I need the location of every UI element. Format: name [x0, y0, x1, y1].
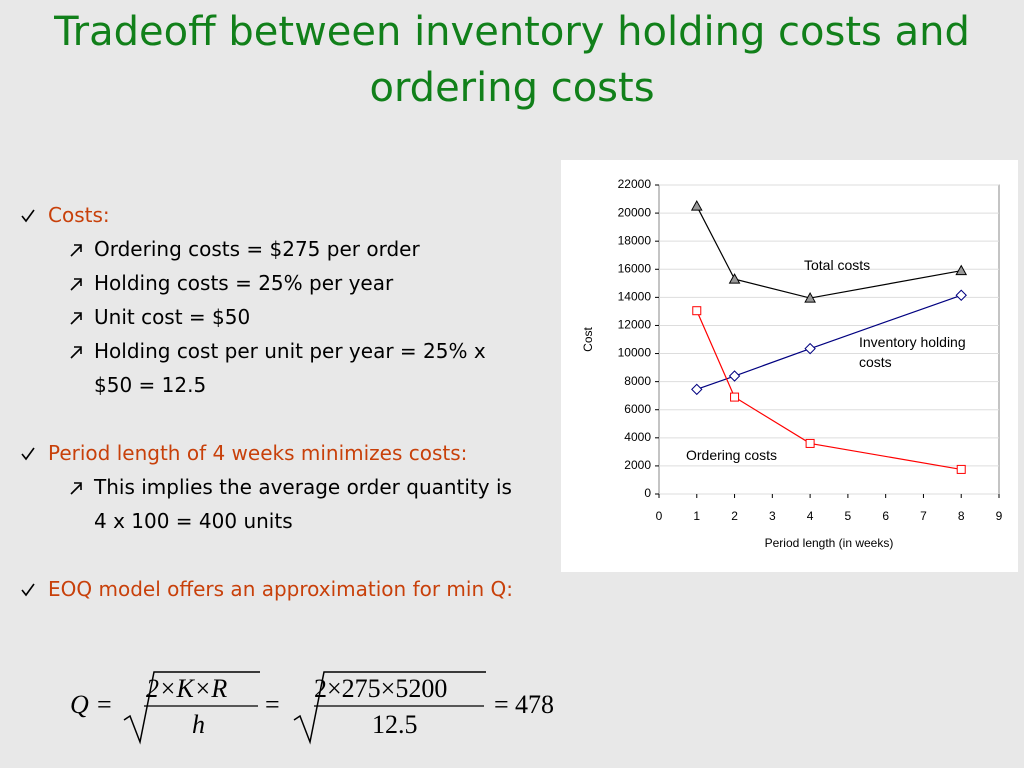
y-tick-label: 10000	[618, 346, 652, 360]
x-tick-label: 6	[882, 509, 889, 523]
data-point	[804, 292, 816, 303]
sub-bullet: Ordering costs = $275 per order	[48, 232, 514, 266]
x-tick-label: 1	[693, 509, 700, 523]
y-tick-label: 18000	[618, 233, 652, 247]
bullet: Period length of 4 weeks minimizes costs…	[18, 436, 558, 538]
data-point	[804, 342, 816, 355]
formula-numerator: 2×K×R	[146, 674, 228, 703]
sub-bullet-text: Holding costs = 25% per year	[94, 271, 394, 295]
check-icon	[21, 447, 35, 461]
bullet-text: EOQ model offers an approximation for mi…	[48, 577, 513, 601]
bullet: EOQ model offers an approximation for mi…	[18, 572, 558, 606]
y-tick-label: 6000	[624, 402, 651, 416]
x-tick-label: 3	[769, 509, 776, 523]
data-point	[956, 464, 966, 474]
check-shape	[21, 583, 35, 597]
bullet-list: Costs: Ordering costs = $275 per order Hol…	[18, 198, 558, 610]
y-tick-label: 4000	[624, 430, 651, 444]
y-tick-label: 22000	[618, 177, 652, 191]
y-tick-label: 8000	[624, 374, 651, 388]
sub-bullet-text: Holding cost per unit per year = 25% x $…	[94, 339, 486, 397]
sub-bullet: Holding cost per unit per year = 25% x $…	[48, 334, 514, 402]
arrow-icon	[70, 482, 82, 495]
series-label: Inventory holding costs	[859, 334, 966, 370]
check-icon	[21, 583, 35, 597]
data-point	[728, 370, 741, 382]
sub-bullet-text: Ordering costs = $275 per order	[94, 237, 420, 261]
formula-lhs: Q	[70, 690, 89, 719]
series-label: Ordering costs	[686, 447, 778, 463]
formula-numerator-values: 2×275×5200	[314, 674, 448, 703]
arrow-icon	[70, 278, 82, 291]
y-tick-label: 2000	[624, 458, 651, 472]
slide-title: Tradeoff between inventory holding costs…	[54, 9, 970, 111]
formula-radicals	[123, 671, 486, 745]
formula-equals: =	[265, 690, 280, 719]
y-axis-label: Cost	[581, 327, 595, 352]
bullet-text: Period length of 4 weeks minimizes costs…	[48, 441, 468, 465]
series-line	[696, 205, 962, 299]
arrow-shape	[70, 312, 82, 325]
y-tick-label: 16000	[618, 261, 652, 275]
x-tick-label: 5	[845, 509, 852, 523]
y-tick-label: 12000	[618, 318, 652, 332]
chart: 0200040006000800010000120001400016000180…	[581, 177, 1003, 550]
series-line	[696, 294, 962, 390]
data-point	[955, 289, 967, 301]
sub-bullet: Holding costs = 25% per year	[48, 266, 514, 300]
data-point	[692, 306, 702, 316]
x-tick-label: 9	[996, 509, 1003, 523]
y-tick-label: 0	[644, 486, 651, 500]
sub-bullet: This implies the average order quantity …	[48, 470, 514, 538]
chart-panel: 0 2000 4000 6000 8000 10000 12000 14000 16000 180…	[561, 160, 1018, 572]
x-tick-label: 2	[731, 509, 738, 523]
arrow-icon	[70, 346, 82, 359]
series-line	[696, 310, 962, 471]
arrow-icon	[70, 244, 82, 257]
formula-denominator: h	[192, 710, 205, 739]
formula-result: 478	[515, 690, 554, 719]
check-icon	[21, 209, 35, 223]
x-tick-label: 4	[807, 509, 814, 523]
arrow-shape	[70, 482, 82, 495]
bullet: Costs: Ordering costs = $275 per order Hol…	[18, 198, 558, 402]
formula-denominator-values: 12.5	[372, 710, 418, 739]
formula-equals: =	[97, 690, 112, 719]
arrow-shape	[70, 244, 82, 257]
data-point	[691, 383, 703, 396]
arrow-icon	[70, 312, 82, 325]
x-axis-label: Period length (in weeks)	[765, 536, 894, 550]
x-tick-label: 8	[958, 509, 965, 523]
sub-bullet-text: Unit cost = $50	[94, 305, 251, 329]
data-point	[805, 438, 815, 448]
sub-bullet: Unit cost = $50	[48, 300, 514, 334]
x-tick-label: 0	[656, 509, 663, 523]
y-tick-label: 14000	[618, 290, 652, 304]
data-point	[690, 200, 703, 211]
x-tick-label: 7	[920, 509, 927, 523]
arrow-shape	[70, 278, 82, 291]
sub-bullet-text: This implies the average order quantity …	[94, 475, 512, 533]
bullet-text: Costs:	[48, 203, 110, 227]
series-label: Total costs	[804, 257, 871, 273]
data-point	[730, 392, 740, 402]
data-point	[955, 264, 968, 276]
data-point	[728, 273, 741, 284]
y-tick-label: 20000	[618, 205, 652, 219]
check-shape	[21, 447, 35, 461]
check-shape	[21, 209, 35, 223]
formula-equals: =	[494, 690, 509, 719]
arrow-shape	[70, 346, 82, 359]
